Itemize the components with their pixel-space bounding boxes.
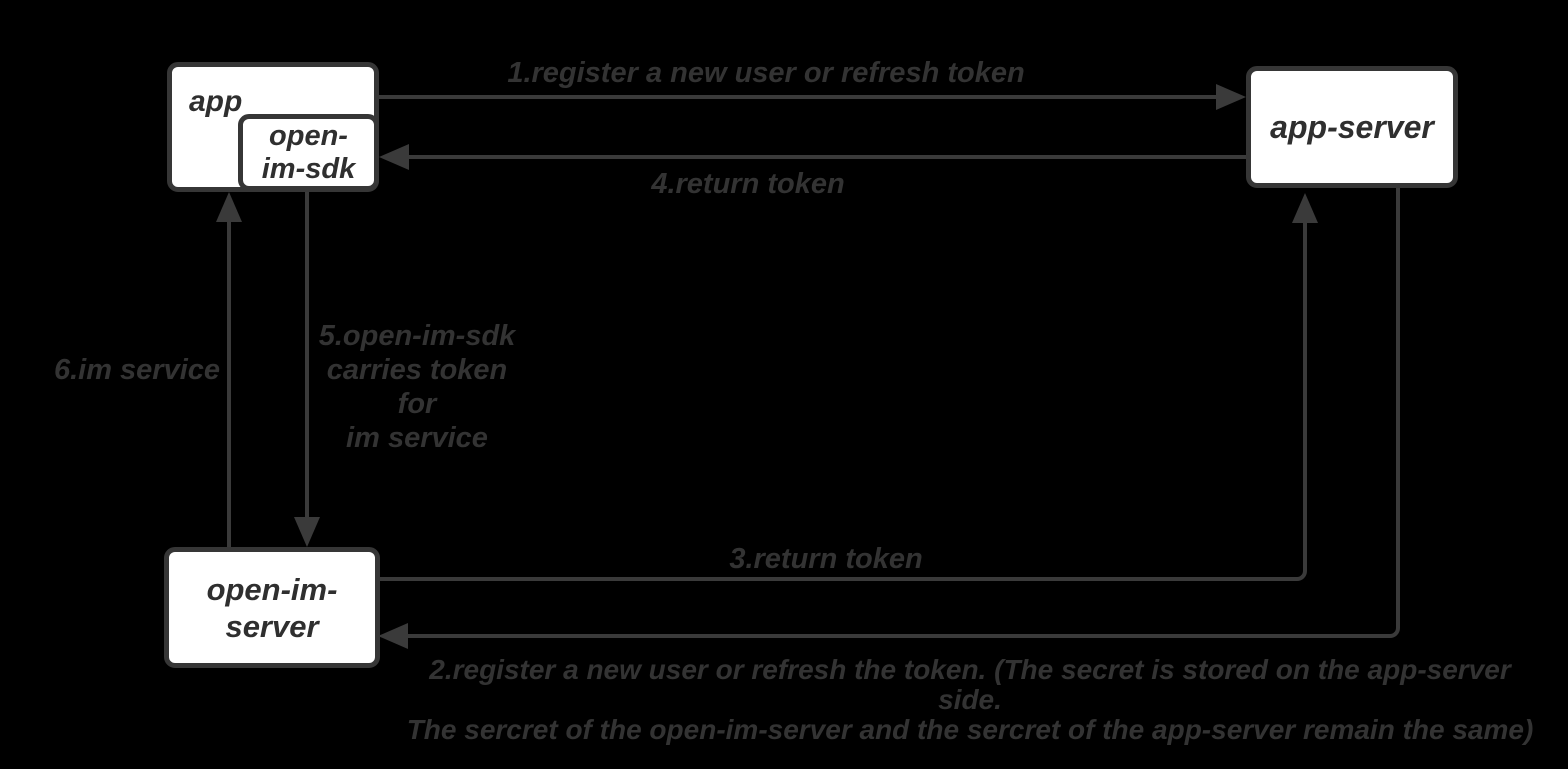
edge-5-label: 5.open-im-sdk carries token for im servi…	[318, 320, 516, 454]
edge-6-arrowhead-up-icon	[216, 192, 242, 222]
node-app-server-label: app-server	[1270, 108, 1434, 145]
node-open-im-server-label-line1: open-im-	[206, 571, 338, 607]
node-open-im-server-label-line2: server	[225, 608, 319, 644]
edge-3-line	[380, 215, 1307, 581]
edge-1-line	[379, 95, 1220, 99]
node-app-label: app	[189, 85, 243, 118]
edge-2-line	[404, 187, 1400, 638]
node-open-im-sdk: open- im-sdk	[238, 114, 379, 191]
edge-4-arrowhead-left-icon	[379, 144, 409, 170]
edge-4-line	[405, 155, 1248, 159]
edge-3-label: 3.return token	[729, 543, 923, 575]
edge-6-label: 6.im service	[53, 354, 221, 386]
edge-2-arrowhead-left-icon	[378, 623, 408, 649]
edge-1-arrowhead-right-icon	[1216, 84, 1246, 110]
edge-5-line	[305, 191, 309, 521]
node-open-im-sdk-label-line1: open-	[269, 119, 348, 152]
edge-4-label: 4.return token	[651, 168, 845, 200]
edge-6-line	[227, 212, 231, 547]
edge-1-label: 1.register a new user or refresh token	[507, 57, 1025, 89]
edge-5-arrowhead-down-icon	[294, 517, 320, 547]
node-open-im-server: open-im- server	[164, 547, 380, 668]
node-open-im-sdk-label-line2: im-sdk	[261, 152, 356, 185]
node-app-server: app-server	[1246, 66, 1458, 188]
edge-3-arrowhead-up-icon	[1292, 193, 1318, 223]
edge-2-label: 2.register a new user or refresh the tok…	[406, 654, 1534, 745]
